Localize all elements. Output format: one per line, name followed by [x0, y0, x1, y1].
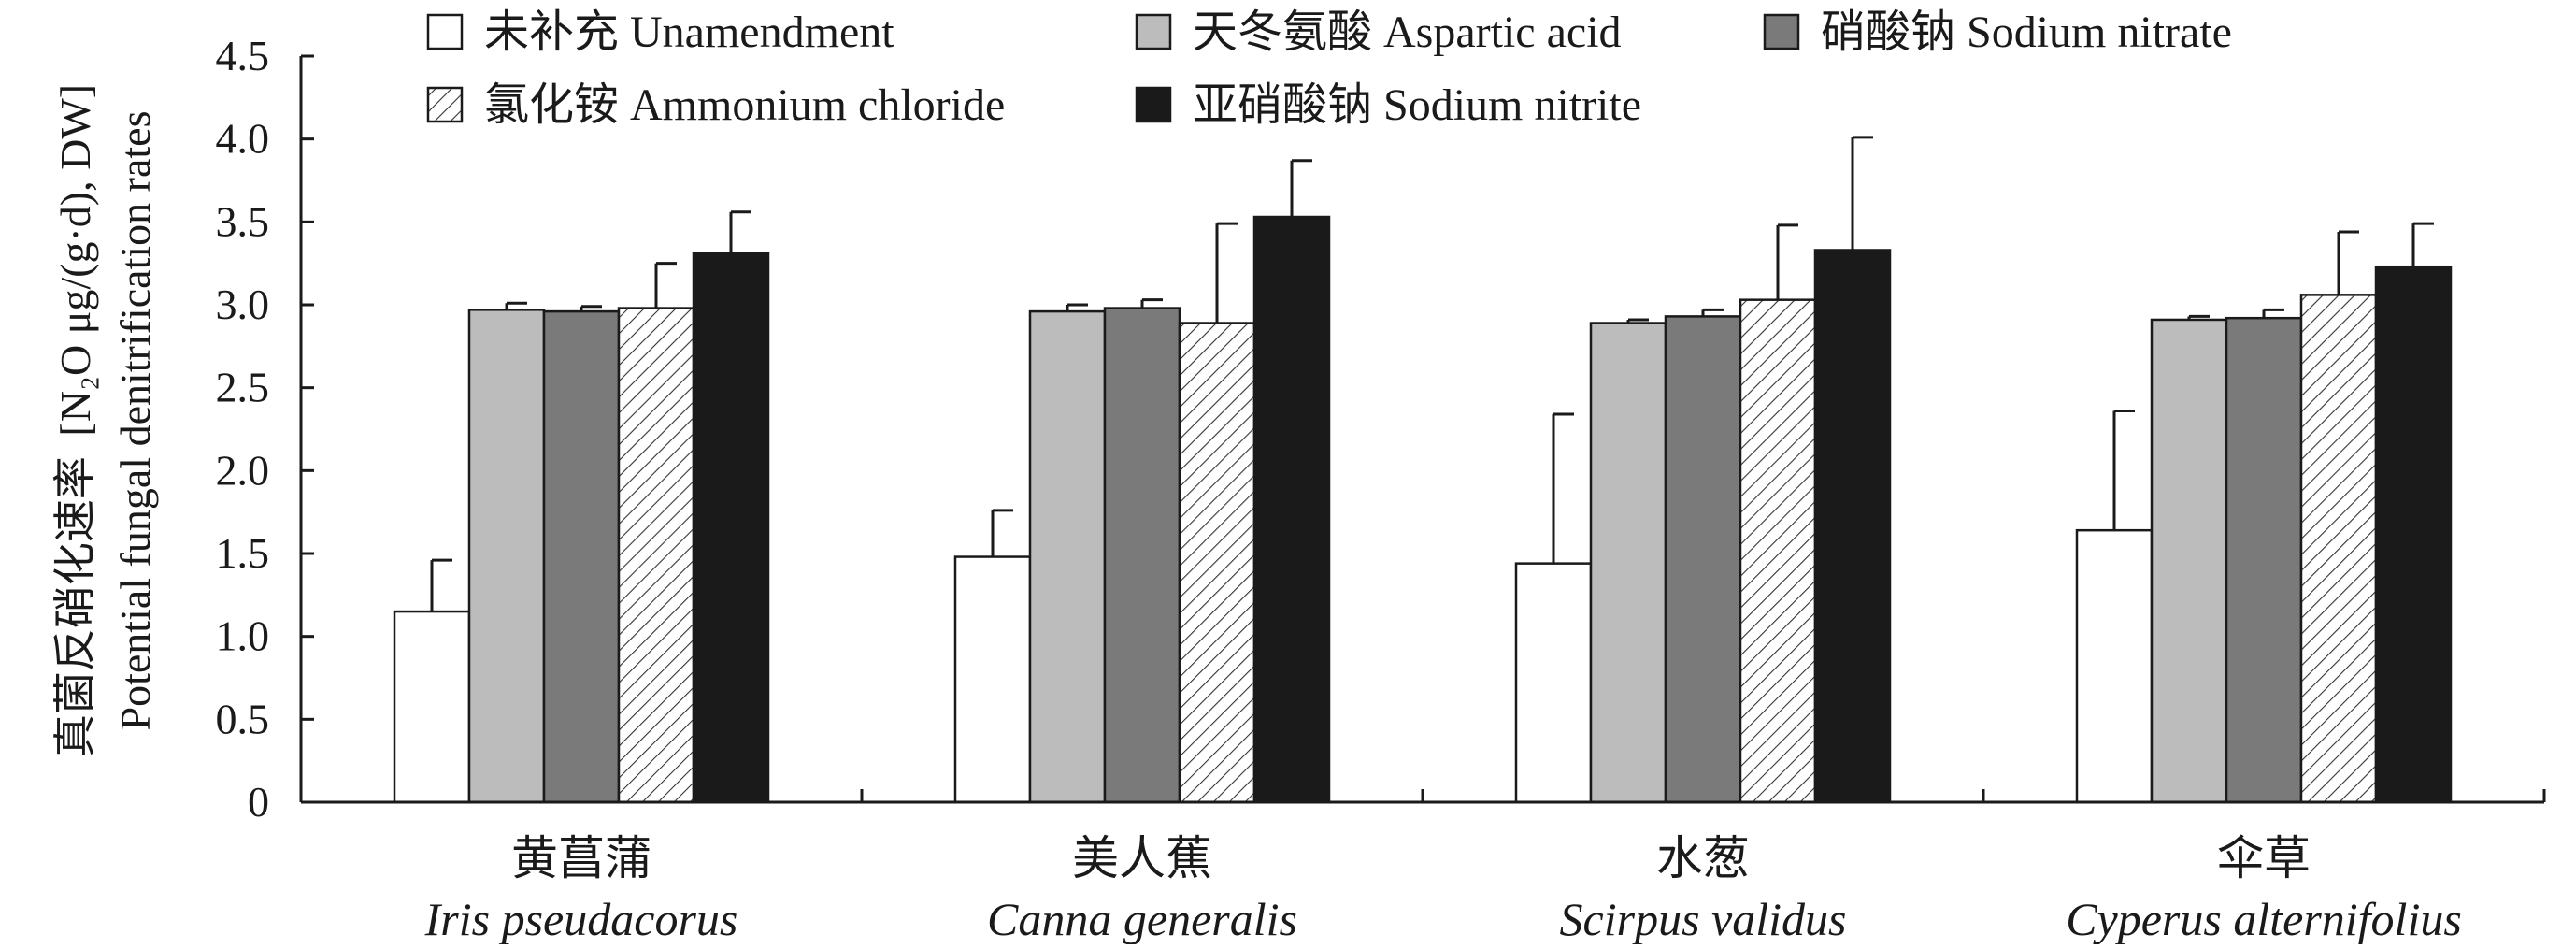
legend-swatch: [426, 13, 464, 50]
category-label-en: Canna generalis: [987, 893, 1297, 944]
bar: [1028, 309, 1107, 804]
bar: [1252, 215, 1331, 804]
legend-label: 天冬氨酸 Aspartic acid: [1193, 7, 1622, 57]
y-axis-title-cn: 真菌反硝化速率: [51, 456, 99, 757]
legend-label: 亚硝酸钠 Sodium nitrite: [1193, 80, 1641, 130]
bar: [1514, 562, 1593, 804]
y-tick-label: 1.5: [216, 529, 270, 577]
bar: [542, 309, 621, 804]
bar: [1664, 315, 1742, 804]
legend-swatch: [1135, 86, 1172, 123]
bar: [2374, 265, 2453, 804]
bar: [1178, 322, 1256, 804]
y-tick-label: 1.0: [216, 612, 270, 660]
bar: [1589, 322, 1667, 804]
bar: [1739, 298, 1817, 804]
category-label-cn: 水葱: [1656, 832, 1750, 884]
y-axis-title-en: Potential fungal denitrification rates: [111, 111, 159, 731]
bar: [2225, 316, 2303, 804]
y-tick-label: 4.5: [216, 32, 270, 79]
bar: [692, 252, 770, 804]
legend-label: 氯化铵 Ammonium chloride: [484, 80, 1005, 130]
legend-label: 未补充 Unamendment: [484, 7, 894, 57]
category-label-en: Iris pseudacorus: [424, 893, 738, 944]
category-label-en: Scirpus validus: [1560, 893, 1847, 944]
bar: [2299, 294, 2378, 804]
legend-swatch: [1135, 13, 1172, 50]
bar: [2150, 318, 2228, 804]
bar: [393, 610, 471, 804]
legend-swatch: [1763, 13, 1800, 50]
category-label-cn: 伞草: [2217, 832, 2311, 884]
legend-label: 硝酸钠 Sodium nitrate: [1821, 7, 2232, 57]
category-label-cn: 黄菖蒲: [511, 832, 651, 884]
category-label-cn: 美人蕉: [1072, 832, 1212, 884]
y-axis-title-cn-line: 真菌反硝化速率 [N₂O μg/(g·d), DW]: [51, 84, 99, 757]
y-tick-label: 2.5: [216, 364, 270, 411]
y-tick-label: 3.0: [216, 280, 270, 328]
bar: [467, 309, 546, 804]
legend: 未补充 Unamendment 天冬氨酸 Aspartic acid 硝酸钠 Sod…: [426, 7, 2232, 130]
y-axis-title-units: [N₂O μg/(g·d), DW]: [51, 84, 99, 437]
bar: [953, 555, 1032, 804]
y-tick-label: 2.0: [216, 446, 270, 494]
bar: [1813, 249, 1892, 804]
axes: 0 0.5 1.0 1.5 2.0 2.5 3.0 3.5 4.0 4.5 黄菖蒲 Iris pseu…: [216, 32, 2546, 945]
bars: [393, 136, 2453, 804]
bar: [2075, 528, 2154, 804]
y-axis-title: 真菌反硝化速率 [N₂O μg/(g·d), DW] Potential fun…: [51, 84, 159, 757]
bar: [617, 307, 695, 804]
y-tick-label: 4.0: [216, 115, 270, 163]
bar: [1103, 307, 1181, 804]
y-tick-label: 3.5: [216, 197, 270, 245]
y-tick-label: 0.5: [216, 695, 270, 742]
y-tick-label: 0: [248, 778, 269, 826]
category-label-en: Cyperus alternifolius: [2066, 893, 2462, 944]
legend-swatch: [426, 86, 464, 123]
